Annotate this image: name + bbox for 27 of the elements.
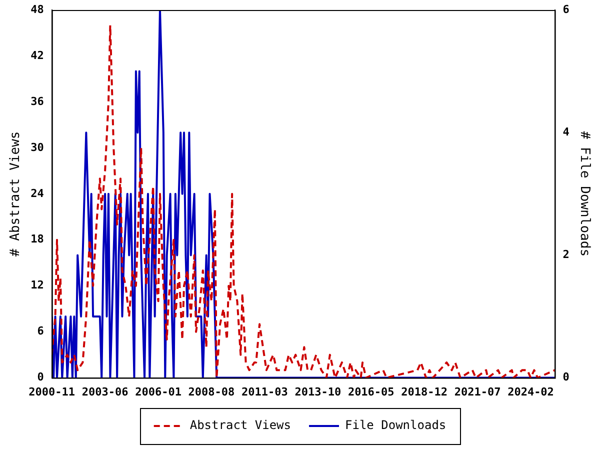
x-tick-label: 2006-01 (135, 385, 182, 398)
x-tick-label: 2008-08 (188, 385, 235, 398)
x-tick-label: 2013-10 (294, 385, 342, 398)
y-tick-label: 12 (30, 278, 44, 292)
y-tick-label: 48 (30, 2, 44, 16)
y2-tick-label: 6 (562, 2, 570, 16)
y2-axis-title: # File Downloads (576, 131, 592, 257)
x-tick-label: 2016-05 (348, 385, 394, 398)
legend-label: File Downloads (345, 418, 446, 432)
y-tick-label: 18 (30, 232, 44, 246)
y2-tick-label: 4 (562, 125, 570, 138)
x-tick-label: 2024-02 (508, 385, 554, 398)
y-tick-label: 6 (37, 324, 44, 338)
x-tick-label: 2021-07 (454, 385, 501, 398)
y-tick-label: 30 (30, 140, 44, 154)
x-tick-label: 2018-12 (401, 385, 448, 398)
x-tick-label: 2003-06 (82, 385, 129, 398)
y-tick-label: 36 (30, 94, 44, 108)
y2-tick-label: 0 (562, 370, 570, 384)
y-tick-label: 0 (37, 370, 44, 384)
x-tick-label: 2000-11 (28, 385, 76, 398)
x-tick-label: 2011-03 (242, 385, 288, 398)
y-tick-label: 24 (30, 186, 44, 200)
legend-label: Abstract Views (190, 418, 292, 432)
y2-tick-label: 2 (562, 248, 570, 262)
y-axis-title: # Abstract Views (8, 131, 24, 257)
y-tick-label: 42 (30, 48, 44, 62)
